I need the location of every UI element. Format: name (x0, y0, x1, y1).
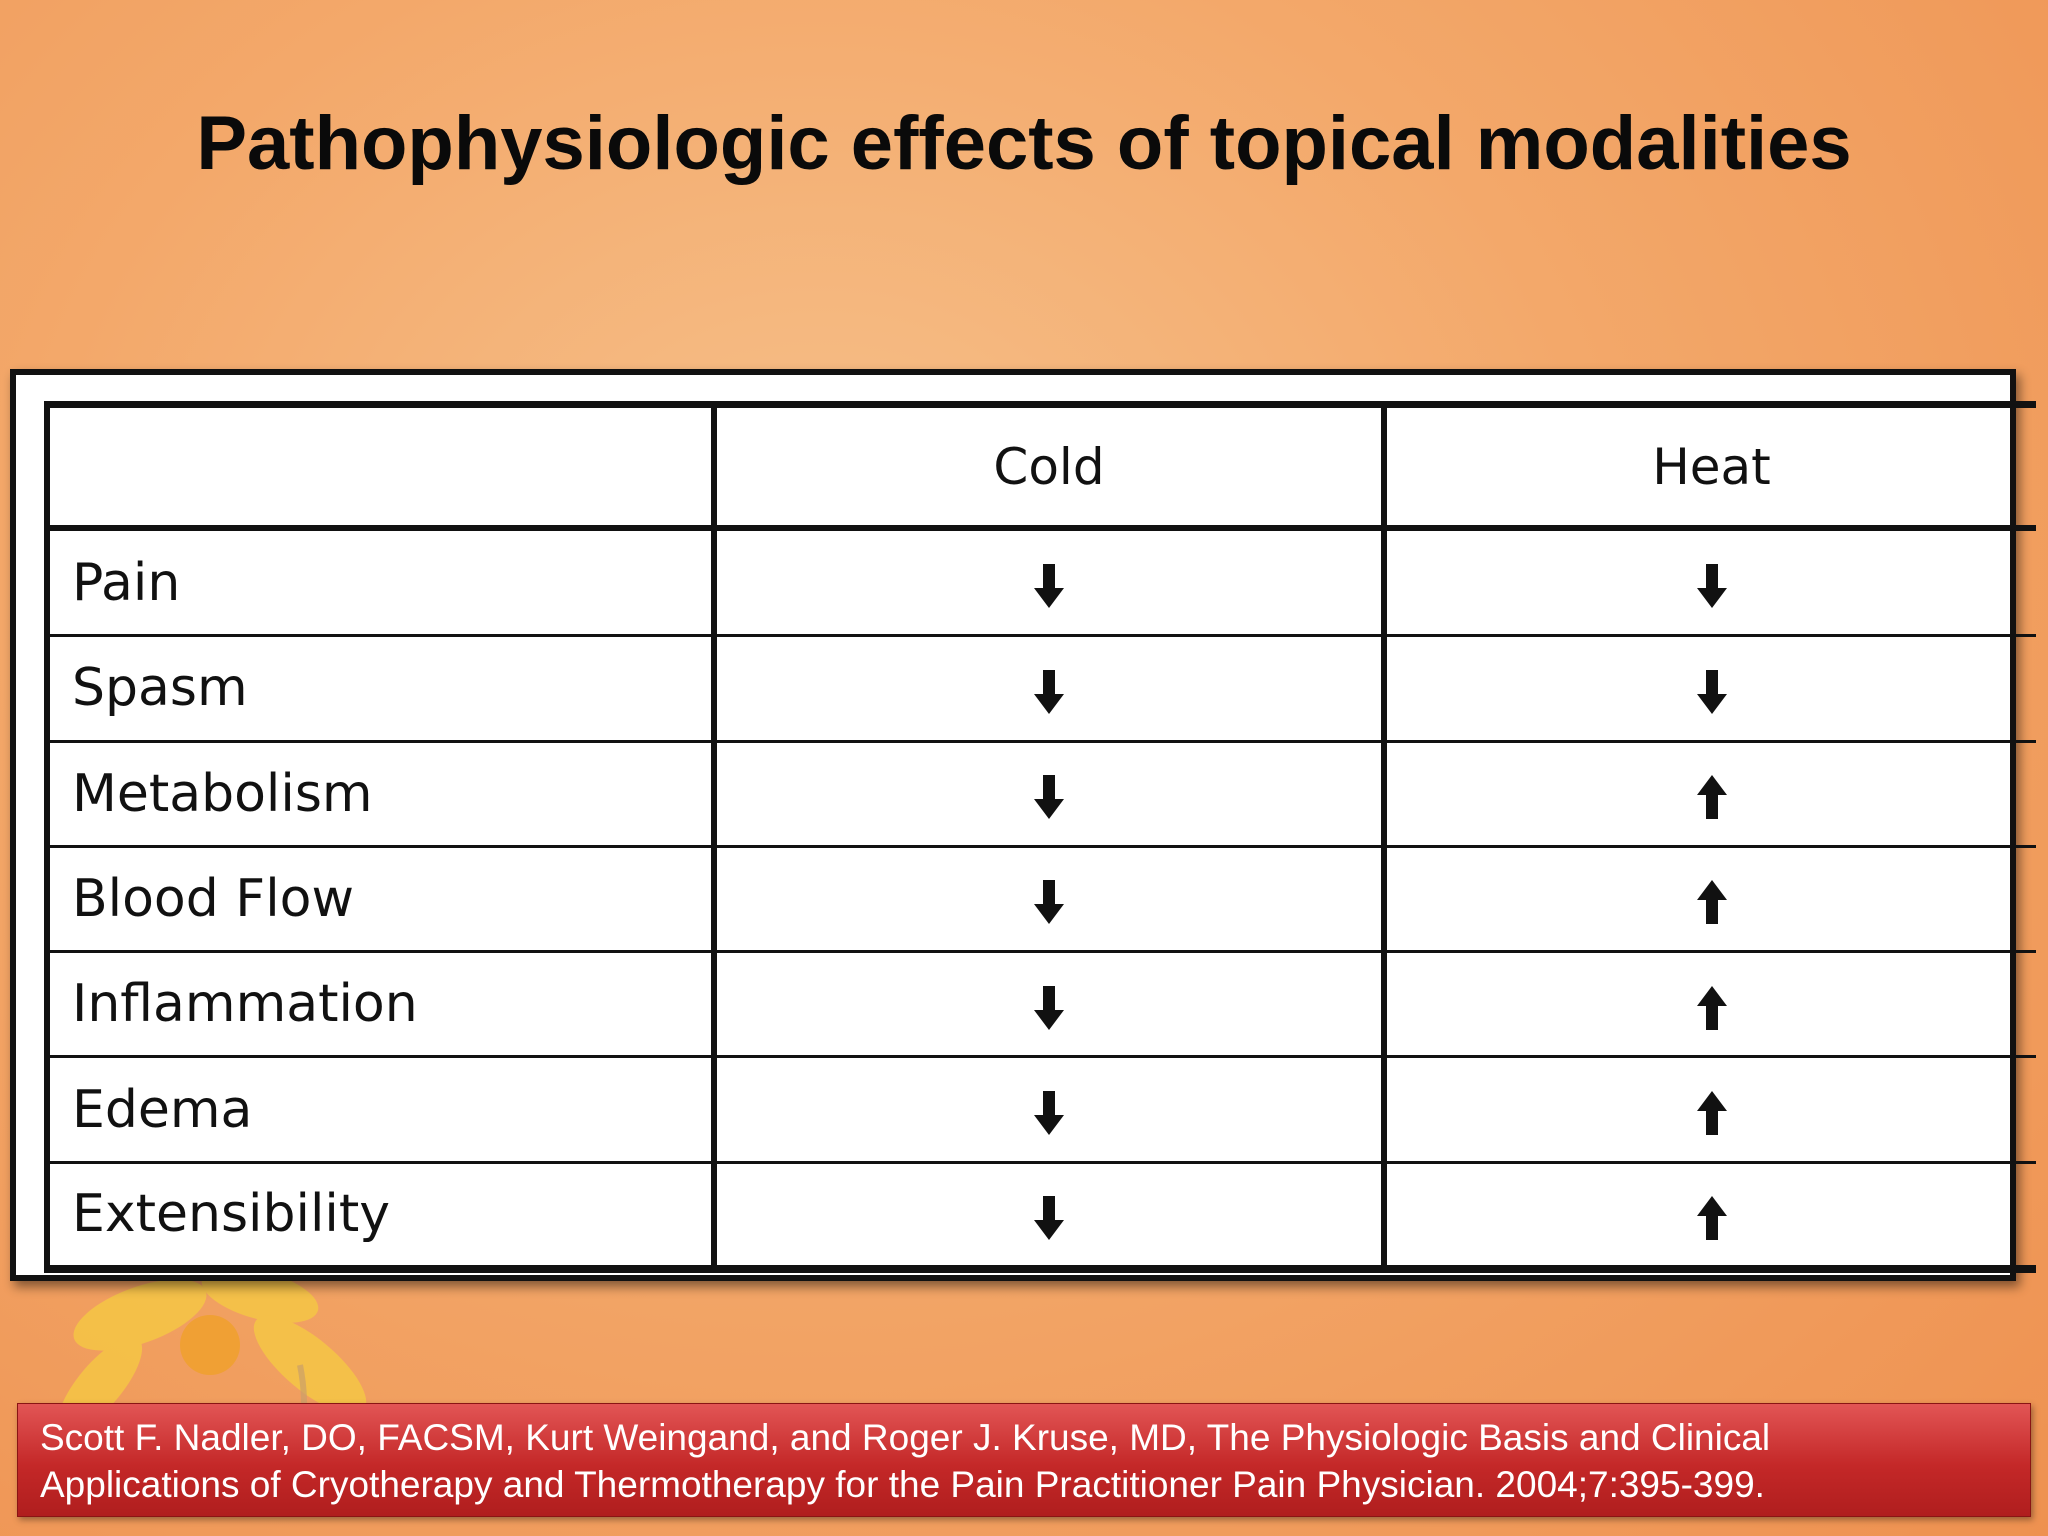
arrow-up-icon (1696, 977, 1727, 1031)
cold-effect-cell (712, 526, 1387, 638)
arrow-down-icon (1034, 661, 1064, 715)
cold-effect-cell (712, 739, 1387, 848)
header-empty-cell (50, 408, 717, 531)
row-label: Edema (50, 1055, 717, 1164)
heat-effect-cell (1382, 950, 2036, 1059)
row-label: Metabolism (50, 739, 717, 848)
table-row: Pain (50, 526, 2036, 638)
table-row: Edema (50, 1055, 2036, 1164)
row-label: Extensibility (50, 1160, 717, 1265)
arrow-down-icon (1034, 556, 1064, 610)
arrow-down-icon (1034, 1083, 1064, 1137)
cold-effect-cell (712, 634, 1387, 743)
table-header-row: Cold Heat (50, 408, 2036, 531)
arrow-up-icon (1696, 1083, 1727, 1137)
table-frame: Cold Heat Pain Spasm Metabolism Blood Flow I… (10, 369, 2036, 1281)
arrow-down-icon (1034, 977, 1064, 1031)
arrow-up-icon (1696, 1187, 1727, 1241)
table-row: Extensibility (50, 1160, 2036, 1265)
arrow-down-icon (1696, 661, 1727, 715)
table-row: Spasm (50, 634, 2036, 743)
row-label: Spasm (50, 634, 717, 743)
cold-effect-cell (712, 844, 1387, 954)
table-container: Cold Heat Pain Spasm Metabolism Blood Flow I… (44, 401, 2036, 1273)
arrow-up-icon (1696, 872, 1727, 926)
heat-effect-cell (1382, 739, 2036, 848)
heat-effect-cell (1382, 1160, 2036, 1265)
table-row: Inflammation (50, 950, 2036, 1059)
table-body: Pain Spasm Metabolism Blood Flow Inflammatio… (50, 526, 2036, 1265)
heat-effect-cell (1382, 1055, 2036, 1164)
slide-title: Pathophysiologic effects of topical moda… (196, 101, 1852, 186)
row-label: Blood Flow (50, 844, 717, 954)
arrow-down-icon (1034, 1187, 1064, 1241)
citation-box: Scott F. Nadler, DO, FACSM, Kurt Weingan… (17, 1403, 2031, 1517)
citation-line-2: Applications of Cryotherapy and Thermoth… (40, 1464, 1765, 1505)
header-heat: Heat (1382, 408, 2036, 531)
heat-effect-cell (1382, 526, 2036, 638)
cold-effect-cell (712, 1055, 1387, 1164)
arrow-down-icon (1696, 556, 1727, 610)
cold-effect-cell (712, 1160, 1387, 1265)
row-label: Pain (50, 526, 717, 638)
row-label: Inflammation (50, 950, 717, 1059)
arrow-up-icon (1696, 767, 1727, 821)
header-cold: Cold (712, 408, 1387, 531)
effects-table: Cold Heat Pain Spasm Metabolism Blood Flow I… (50, 408, 2036, 1265)
arrow-down-icon (1034, 872, 1064, 926)
citation-line-1: Scott F. Nadler, DO, FACSM, Kurt Weingan… (40, 1417, 1771, 1458)
heat-effect-cell (1382, 634, 2036, 743)
arrow-down-icon (1034, 767, 1064, 821)
cold-effect-cell (712, 950, 1387, 1059)
heat-effect-cell (1382, 844, 2036, 954)
table-row: Blood Flow (50, 844, 2036, 954)
table-row: Metabolism (50, 739, 2036, 848)
